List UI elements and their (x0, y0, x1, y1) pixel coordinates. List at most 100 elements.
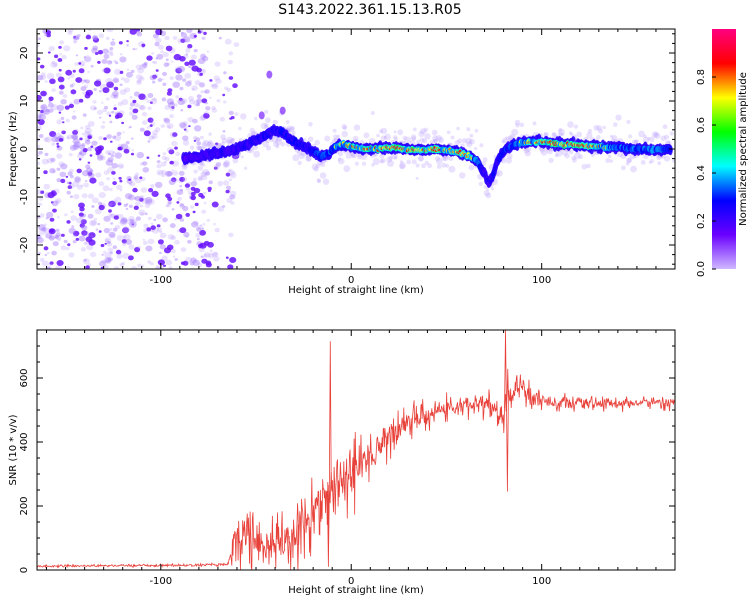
noise-blob (168, 201, 172, 204)
noise-blob (147, 216, 152, 221)
noise-blob (147, 117, 154, 123)
ridge-halo (411, 159, 417, 165)
noise-blob (186, 187, 190, 191)
noise-blob (176, 189, 184, 195)
noise-blob (87, 193, 94, 199)
noise-blob (119, 70, 124, 74)
ridge-halo (272, 119, 278, 125)
noise-blob (156, 266, 160, 269)
noise-blob (119, 189, 123, 192)
noise-blob (69, 84, 74, 88)
noise-blob (151, 52, 155, 55)
noise-blob (153, 218, 157, 222)
noise-blob (93, 88, 97, 91)
noise-blob (151, 133, 158, 140)
noise-blob (192, 259, 200, 266)
noise-blob (90, 145, 94, 148)
noise-blob (125, 141, 130, 145)
noise-blob (171, 177, 177, 182)
noise-blob (37, 189, 43, 195)
noise-blob (42, 106, 45, 110)
noise-blob (72, 135, 78, 140)
noise-blob (81, 63, 85, 66)
noise-blob (75, 77, 83, 83)
noise-blob (141, 120, 148, 125)
noise-blob (227, 59, 233, 65)
ridge-halo (591, 153, 595, 158)
ridge-halo (320, 162, 326, 168)
noise-blob (189, 99, 196, 105)
noise-blob (226, 87, 232, 93)
noise-blob (129, 219, 135, 223)
ridge-halo (576, 131, 582, 138)
noise-blob (101, 259, 107, 264)
noise-blob (80, 79, 86, 84)
noise-blob (194, 202, 199, 207)
ridge-halo (393, 130, 397, 134)
noise-blob (96, 155, 104, 161)
noise-blob (211, 83, 219, 90)
noise-blob (147, 106, 152, 111)
ridge-halo (474, 128, 479, 133)
ridge-halo (448, 165, 456, 173)
noise-blob (113, 227, 118, 232)
noise-blob (155, 37, 162, 44)
noise-blob (56, 260, 64, 266)
noise-blob (66, 134, 73, 140)
noise-blob (164, 105, 171, 110)
noise-blob (154, 181, 163, 189)
noise-blob (163, 264, 166, 267)
ridge-halo (424, 133, 431, 140)
noise-blob (89, 154, 93, 157)
noise-blob (46, 266, 51, 269)
ridge-halo (551, 132, 556, 137)
noise-blob (37, 43, 40, 48)
noise-blob (94, 80, 102, 87)
ridge-halo (507, 153, 513, 159)
ridge-halo (397, 129, 404, 136)
noise-blob (132, 187, 138, 193)
noise-blob (122, 227, 129, 234)
ridge-halo (459, 172, 466, 179)
ridge-halo (501, 139, 506, 144)
noise-blob (114, 224, 121, 230)
y-tick-label: -10 (19, 189, 30, 205)
noise-blob (113, 177, 116, 180)
noise-blob (49, 261, 54, 265)
noise-blob (129, 221, 137, 228)
noise-blob (38, 224, 46, 231)
noise-blob (113, 134, 122, 142)
noise-blob (37, 37, 41, 40)
noise-blob (45, 30, 52, 35)
ridge-halo (404, 136, 412, 144)
snr-y-axis-label: SNR (10 * v/v) (8, 414, 19, 485)
noise-blob (128, 215, 135, 222)
noise-blob (167, 88, 173, 93)
ridge-halo (605, 158, 611, 164)
noise-blob (172, 36, 178, 40)
noise-blob (39, 109, 47, 116)
noise-blob (107, 166, 115, 173)
noise-blob (72, 38, 78, 43)
ridge-halo (206, 141, 214, 149)
noise-blob (183, 128, 187, 131)
noise-blob (37, 125, 42, 131)
y-tick-label: 0 (19, 567, 30, 573)
noise-blob (106, 241, 113, 247)
noise-blob (172, 255, 176, 258)
noise-blob (78, 202, 85, 209)
ridge-halo (568, 131, 573, 135)
ridge-halo (297, 160, 302, 166)
noise-blob (223, 71, 227, 75)
noise-blob (70, 210, 74, 214)
noise-blob (200, 171, 207, 178)
ridge-halo (380, 158, 386, 164)
noise-blob (135, 29, 141, 32)
noise-blob (56, 145, 60, 148)
noise-blob (37, 161, 41, 165)
noise-blob (113, 107, 117, 111)
noise-blob (186, 29, 193, 34)
ridge-halo (505, 136, 510, 141)
noise-blob (116, 184, 123, 191)
noise-blob (169, 114, 175, 119)
